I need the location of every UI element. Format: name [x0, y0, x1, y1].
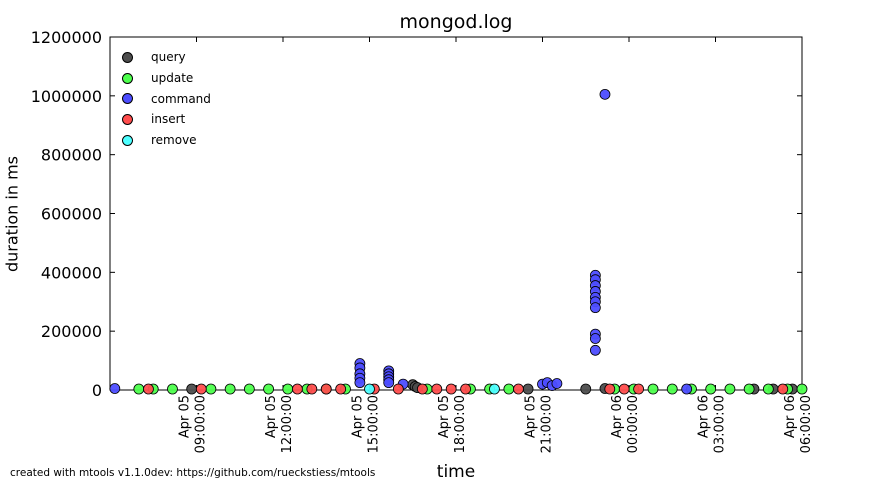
data-point-insert — [143, 383, 154, 395]
data-point-insert — [335, 383, 347, 395]
data-point-command — [109, 383, 121, 394]
x-tick-label-time: 12:00:00 — [280, 395, 295, 453]
legend-marker-insert — [122, 113, 133, 125]
legend-label-insert: insert — [151, 112, 186, 127]
legend-marker-command — [122, 93, 133, 105]
x-tick-label: Apr 0509:00:00 — [178, 395, 209, 453]
data-point-insert — [306, 383, 318, 395]
legend-item-remove: remove — [122, 130, 211, 151]
data-point-insert — [445, 383, 457, 395]
data-point-insert — [292, 383, 303, 395]
x-tick-label-time: 21:00:00 — [540, 395, 555, 453]
data-point-insert — [513, 383, 524, 395]
x-tick-label: Apr 0600:00:00 — [610, 395, 641, 453]
x-tick-label-time: 09:00:00 — [194, 395, 209, 453]
x-axis-label: time — [436, 462, 476, 482]
data-point-remove — [364, 383, 375, 395]
legend-item-insert: insert — [122, 109, 211, 130]
legend-item-update: update — [122, 68, 211, 89]
data-point-update — [666, 383, 678, 395]
data-point-command — [354, 377, 366, 389]
legend-marker-remove — [122, 134, 133, 146]
x-tick-label-time: 03:00:00 — [713, 395, 728, 453]
data-point-update — [796, 383, 808, 395]
data-point-update — [762, 383, 774, 395]
data-point-update — [724, 383, 736, 395]
data-point-insert — [633, 383, 645, 395]
x-tick-label-date: Apr 06 — [783, 395, 798, 438]
data-point-update — [647, 383, 659, 395]
plot-frame — [109, 36, 803, 391]
data-point-command — [589, 333, 601, 344]
data-point-update — [224, 383, 236, 395]
footer-credit: created with mtools v1.1.0dev: https://g… — [10, 467, 376, 479]
data-point-remove — [489, 383, 500, 395]
y-tick-label: 0 — [92, 381, 102, 400]
data-point-insert — [604, 383, 616, 395]
data-point-insert — [431, 383, 443, 395]
legend-label-update: update — [151, 71, 194, 86]
y-tick-label: 200000 — [41, 322, 102, 341]
y-tick-label: 1200000 — [31, 28, 102, 47]
legend-item-command: command — [122, 88, 211, 109]
data-point-command — [599, 88, 611, 100]
legend: query update command insert remove — [122, 47, 211, 150]
x-tick-label-time: 18:00:00 — [453, 395, 468, 453]
x-tick-label-date: Apr 05 — [178, 395, 193, 438]
data-point-update — [743, 383, 755, 395]
y-tick-label: 800000 — [41, 146, 102, 165]
x-tick-label-date: Apr 05 — [437, 395, 452, 438]
data-point-update — [205, 383, 217, 395]
x-tick-label-date: Apr 05 — [524, 395, 539, 438]
x-tick-label: Apr 0515:00:00 — [351, 395, 382, 453]
data-point-insert — [460, 383, 472, 395]
y-tick-label: 600000 — [41, 205, 102, 224]
x-tick-label-date: Apr 05 — [264, 395, 279, 438]
legend-label-command: command — [151, 91, 211, 106]
data-point-insert — [320, 383, 332, 395]
data-point-command — [589, 344, 601, 356]
legend-label-remove: remove — [151, 133, 197, 148]
data-point-update — [503, 383, 515, 395]
data-point-command — [589, 302, 601, 314]
data-point-query — [186, 383, 198, 395]
x-tick-label: Apr 0518:00:00 — [437, 395, 468, 453]
data-point-insert — [618, 383, 630, 395]
x-tick-label: Apr 0603:00:00 — [697, 395, 728, 453]
data-point-query — [580, 383, 592, 395]
legend-label-query: query — [151, 50, 186, 65]
x-tick-label-time: 15:00:00 — [367, 395, 382, 453]
x-tick-label-time: 06:00:00 — [799, 395, 814, 453]
y-axis-label: duration in ms — [2, 155, 22, 273]
legend-item-query: query — [122, 47, 211, 68]
data-point-update — [705, 383, 717, 395]
y-tick-label: 1000000 — [31, 87, 102, 106]
x-tick-label: Apr 0521:00:00 — [524, 395, 555, 453]
x-tick-label-date: Apr 05 — [351, 395, 366, 438]
data-point-command — [681, 383, 693, 395]
data-point-insert — [777, 383, 789, 395]
x-tick-label-date: Apr 06 — [697, 395, 712, 438]
data-point-command — [383, 377, 395, 389]
data-point-update — [243, 383, 255, 395]
y-tick-label: 400000 — [41, 263, 102, 282]
data-point-insert — [195, 383, 207, 395]
data-point-update — [263, 383, 274, 395]
x-tick-label-time: 00:00:00 — [626, 395, 641, 453]
data-point-query — [522, 383, 534, 395]
legend-marker-query — [122, 51, 133, 63]
legend-marker-update — [122, 72, 133, 84]
data-point-insert — [392, 383, 404, 395]
data-point-update — [133, 383, 145, 395]
data-point-command — [551, 378, 563, 389]
x-tick-label-date: Apr 06 — [610, 395, 625, 438]
x-tick-label: Apr 0512:00:00 — [264, 395, 295, 453]
chart-title: mongod.log — [399, 11, 513, 33]
data-point-update — [282, 383, 294, 395]
data-point-insert — [416, 383, 428, 395]
data-point-update — [167, 383, 178, 395]
x-tick-label: Apr 0606:00:00 — [783, 395, 814, 453]
